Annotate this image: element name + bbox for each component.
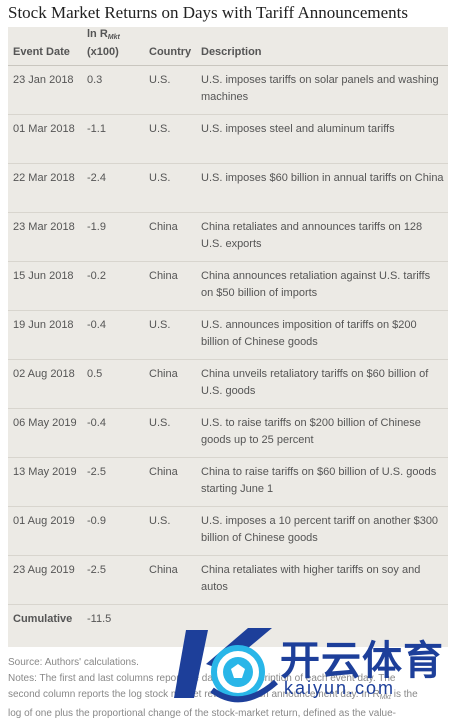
- cell-log-return: -2.5: [82, 555, 144, 605]
- cell-country: U.S.: [144, 310, 196, 360]
- table-row: 01 Mar 2018 -1.1 U.S. U.S. imposes steel an…: [8, 114, 448, 164]
- cell-log-return: -2.5: [82, 457, 144, 507]
- cell-log-return: -0.9: [82, 506, 144, 556]
- returns-table-panel: Event Date ln RMkt (x100) Country Descrip…: [8, 27, 448, 647]
- cell-log-return: -0.2: [82, 261, 144, 311]
- cell-event-date: 23 Aug 2019: [8, 555, 82, 605]
- cell-country: U.S.: [144, 65, 196, 115]
- header-event-date: Event Date: [8, 27, 82, 66]
- cell-country: China: [144, 555, 196, 605]
- table-header-row: Event Date ln RMkt (x100) Country Descrip…: [8, 27, 448, 66]
- cell-event-date: 13 May 2019: [8, 457, 82, 507]
- cell-country: China: [144, 359, 196, 409]
- cell-log-return: -0.4: [82, 408, 144, 458]
- cell-log-return: 0.3: [82, 65, 144, 115]
- notes-line-1: Notes: The first and last columns report…: [8, 673, 396, 684]
- header-description: Description: [196, 27, 448, 66]
- cell-description: China unveils retaliatory tariffs on $60…: [196, 359, 448, 409]
- cell-description: China retaliates and announces tariffs o…: [196, 212, 448, 262]
- cell-country: U.S.: [144, 163, 196, 213]
- cell-event-date: 23 Mar 2018: [8, 212, 82, 262]
- cell-country: China: [144, 457, 196, 507]
- cell-log-return: -0.4: [82, 310, 144, 360]
- cell-log-return: -1.9: [82, 212, 144, 262]
- cell-description: U.S. imposes a 10 percent tariff on anot…: [196, 506, 448, 556]
- cell-description: China retaliates with higher tariffs on …: [196, 555, 448, 605]
- cell-country: U.S.: [144, 506, 196, 556]
- cell-event-date: 22 Mar 2018: [8, 163, 82, 213]
- header-ln-subscript: Mkt: [107, 34, 120, 41]
- cell-country: China: [144, 261, 196, 311]
- cell-description: China to raise tariffs on $60 billion of…: [196, 457, 448, 507]
- cell-log-return: 0.5: [82, 359, 144, 409]
- cumulative-label: Cumulative: [13, 613, 73, 625]
- table-row: 23 Mar 2018 -1.9 China China retaliates and…: [8, 212, 448, 262]
- cumulative-value: -11.5: [87, 613, 112, 625]
- table-row: 13 May 2019 -2.5 China China to raise tarif…: [8, 457, 448, 507]
- cell-log-return: -2.4: [82, 163, 144, 213]
- table-row: 02 Aug 2018 0.5 China China unveils retalia…: [8, 359, 448, 409]
- cell-description: U.S. imposes $60 billion in annual tarif…: [196, 163, 448, 213]
- cell-event-date: 01 Mar 2018: [8, 114, 82, 164]
- page-title: Stock Market Returns on Days with Tariff…: [8, 3, 408, 22]
- table-row: 01 Aug 2019 -0.9 U.S. U.S. imposes a 10 per…: [8, 506, 448, 556]
- header-log-return: ln RMkt (x100): [82, 27, 144, 66]
- cell-event-date: 02 Aug 2018: [8, 359, 82, 409]
- table-row: 06 May 2019 -0.4 U.S. U.S. to raise tariffs…: [8, 408, 448, 458]
- cell-event-date: 15 Jun 2018: [8, 261, 82, 311]
- watermark-url: kaiyun.com: [284, 678, 396, 698]
- returns-table: Event Date ln RMkt (x100) Country Descrip…: [8, 27, 448, 633]
- cell-description: U.S. imposes steel and aluminum tariffs: [196, 114, 448, 164]
- header-ln-prefix: ln R: [87, 28, 108, 40]
- cell-country: China: [144, 212, 196, 262]
- header-country: Country: [144, 27, 196, 66]
- cell-event-date: 19 Jun 2018: [8, 310, 82, 360]
- cell-country: U.S.: [144, 114, 196, 164]
- table-row: 23 Jan 2018 0.3 U.S. U.S. imposes tariffs o…: [8, 65, 448, 115]
- table-row: 22 Mar 2018 -2.4 U.S. U.S. imposes $60 bill…: [8, 163, 448, 213]
- cell-description: U.S. imposes tariffs on solar panels and…: [196, 65, 448, 115]
- cell-description: U.S. to raise tariffs on $200 billion of…: [196, 408, 448, 458]
- watermark-cn-text: 开云体育: [280, 638, 444, 684]
- table-row: 19 Jun 2018 -0.4 U.S. U.S. announces imposi…: [8, 310, 448, 360]
- watermark-logo: 开云体育 kaiyun.com: [172, 620, 450, 710]
- cell-log-return: -1.1: [82, 114, 144, 164]
- source-note: Source: Authors' calculations.: [8, 657, 139, 668]
- cell-description: China announces retaliation against U.S.…: [196, 261, 448, 311]
- cell-event-date: 01 Aug 2019: [8, 506, 82, 556]
- cell-event-date: 06 May 2019: [8, 408, 82, 458]
- header-ln-suffix: (x100): [87, 46, 119, 58]
- notes-line-3: log of one plus the proportional change …: [8, 708, 397, 719]
- table-row: 15 Jun 2018 -0.2 China China announces reta…: [8, 261, 448, 311]
- cell-event-date: 23 Jan 2018: [8, 65, 82, 115]
- cumulative-row: Cumulative -11.5: [8, 605, 448, 633]
- table-row: 23 Aug 2019 -2.5 China China retaliates wit…: [8, 555, 448, 605]
- logo-k-icon: [174, 628, 278, 703]
- cell-country: U.S.: [144, 408, 196, 458]
- cell-description: U.S. announces imposition of tariffs on …: [196, 310, 448, 360]
